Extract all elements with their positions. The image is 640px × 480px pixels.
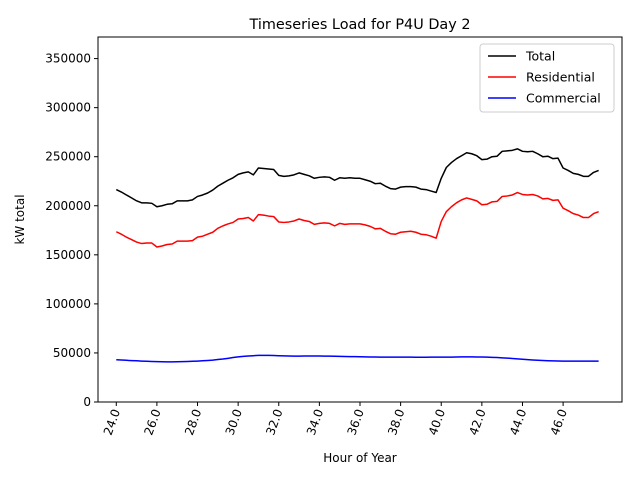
x-axis-title: Hour of Year bbox=[323, 451, 397, 465]
y-tick-label: 50000 bbox=[53, 346, 91, 360]
legend-label-commercial: Commercial bbox=[526, 91, 601, 106]
chart-title: Timeseries Load for P4U Day 2 bbox=[249, 17, 471, 33]
y-tick-label: 350000 bbox=[45, 52, 91, 66]
legend-label-total: Total bbox=[525, 49, 555, 64]
series-layer bbox=[115, 148, 599, 363]
legend: Total Residential Commercial bbox=[479, 43, 615, 113]
y-tick-label: 100000 bbox=[45, 297, 91, 311]
y-tick-label: 250000 bbox=[45, 150, 91, 164]
y-tick-label: 300000 bbox=[45, 101, 91, 115]
series-line-total bbox=[115, 148, 599, 208]
y-tick-label: 0 bbox=[83, 395, 91, 409]
legend-frame bbox=[479, 43, 615, 113]
y-axis: 0 50000 100000 150000 200000 250000 300000 3500… bbox=[45, 52, 98, 409]
y-axis-title: kW total bbox=[13, 194, 27, 244]
y-tick-label: 150000 bbox=[45, 248, 91, 262]
series-line-residential bbox=[115, 191, 599, 248]
series-line-commercial bbox=[116, 354, 599, 363]
y-tick-label: 200000 bbox=[45, 199, 91, 213]
legend-label-residential: Residential bbox=[526, 70, 595, 85]
